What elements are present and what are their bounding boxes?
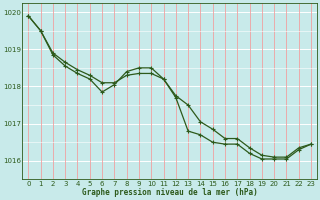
X-axis label: Graphe pression niveau de la mer (hPa): Graphe pression niveau de la mer (hPa)	[82, 188, 258, 197]
